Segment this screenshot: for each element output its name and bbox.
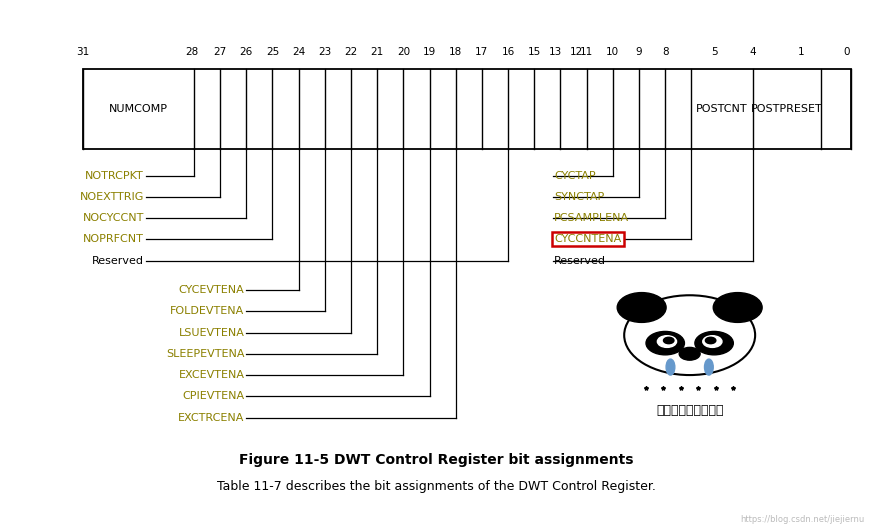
Ellipse shape xyxy=(705,359,713,375)
Text: 17: 17 xyxy=(475,47,489,57)
Text: 20: 20 xyxy=(396,47,410,57)
Text: 24: 24 xyxy=(292,47,306,57)
Text: 4: 4 xyxy=(749,47,756,57)
Text: 19: 19 xyxy=(423,47,436,57)
Text: CPIEVTENA: CPIEVTENA xyxy=(182,392,244,401)
Text: 22: 22 xyxy=(344,47,358,57)
Text: NOEXTTRIG: NOEXTTRIG xyxy=(79,192,144,202)
Text: https://blog.csdn.net/jiejiernu: https://blog.csdn.net/jiejiernu xyxy=(740,515,864,524)
Text: Table 11-7 describes the bit assignments of the DWT Control Register.: Table 11-7 describes the bit assignments… xyxy=(217,480,656,493)
Text: Reserved: Reserved xyxy=(554,256,607,265)
Circle shape xyxy=(713,293,762,322)
Text: 28: 28 xyxy=(185,47,199,57)
Text: 15: 15 xyxy=(527,47,541,57)
Text: CYCEVTENA: CYCEVTENA xyxy=(179,285,244,295)
Bar xyxy=(83,69,851,149)
Text: 21: 21 xyxy=(370,47,384,57)
Text: 31: 31 xyxy=(76,47,90,57)
Text: 25: 25 xyxy=(265,47,279,57)
Ellipse shape xyxy=(666,359,675,375)
Text: CYCTAP: CYCTAP xyxy=(554,171,596,180)
Text: 12: 12 xyxy=(569,47,583,57)
Text: Figure 11-5 DWT Control Register bit assignments: Figure 11-5 DWT Control Register bit ass… xyxy=(239,453,634,467)
Text: 8: 8 xyxy=(662,47,669,57)
Text: NUMCOMP: NUMCOMP xyxy=(109,104,168,114)
Text: PCSAMPLENA: PCSAMPLENA xyxy=(554,213,629,223)
Text: FOLDEVTENA: FOLDEVTENA xyxy=(170,306,244,316)
Text: Reserved: Reserved xyxy=(92,256,144,265)
Circle shape xyxy=(703,336,722,347)
Circle shape xyxy=(624,295,755,375)
Text: SLEEPEVTENA: SLEEPEVTENA xyxy=(166,349,244,359)
Circle shape xyxy=(679,347,700,360)
Text: 10: 10 xyxy=(606,47,620,57)
Text: 27: 27 xyxy=(213,47,227,57)
Circle shape xyxy=(617,293,666,322)
Text: NOTRCPKT: NOTRCPKT xyxy=(86,171,144,180)
Text: NOCYCCNT: NOCYCCNT xyxy=(83,213,144,223)
Text: 1: 1 xyxy=(798,47,805,57)
Text: SYNCTAP: SYNCTAP xyxy=(554,192,605,202)
Text: CYCCNTENA: CYCCNTENA xyxy=(554,235,622,244)
Text: POSTPRESET: POSTPRESET xyxy=(751,104,822,114)
Circle shape xyxy=(646,331,684,355)
Text: 23: 23 xyxy=(318,47,332,57)
Text: EXCEVTENA: EXCEVTENA xyxy=(178,370,244,380)
Text: 18: 18 xyxy=(449,47,463,57)
Circle shape xyxy=(705,337,716,344)
Text: 9: 9 xyxy=(636,47,643,57)
Text: 11: 11 xyxy=(580,47,594,57)
Circle shape xyxy=(657,336,677,347)
Text: 13: 13 xyxy=(548,47,562,57)
Text: NOPRFCNT: NOPRFCNT xyxy=(83,235,144,244)
Text: 5: 5 xyxy=(711,47,718,57)
Text: POSTCNT: POSTCNT xyxy=(696,104,748,114)
Text: EXCTRCENA: EXCTRCENA xyxy=(178,413,244,422)
Text: 26: 26 xyxy=(239,47,253,57)
Circle shape xyxy=(663,337,674,344)
Text: 0: 0 xyxy=(843,47,850,57)
Text: 流下了没技术的泪水: 流下了没技术的泪水 xyxy=(656,404,724,417)
Text: 16: 16 xyxy=(501,47,515,57)
Circle shape xyxy=(695,331,733,355)
Text: LSUEVTENA: LSUEVTENA xyxy=(179,328,244,337)
